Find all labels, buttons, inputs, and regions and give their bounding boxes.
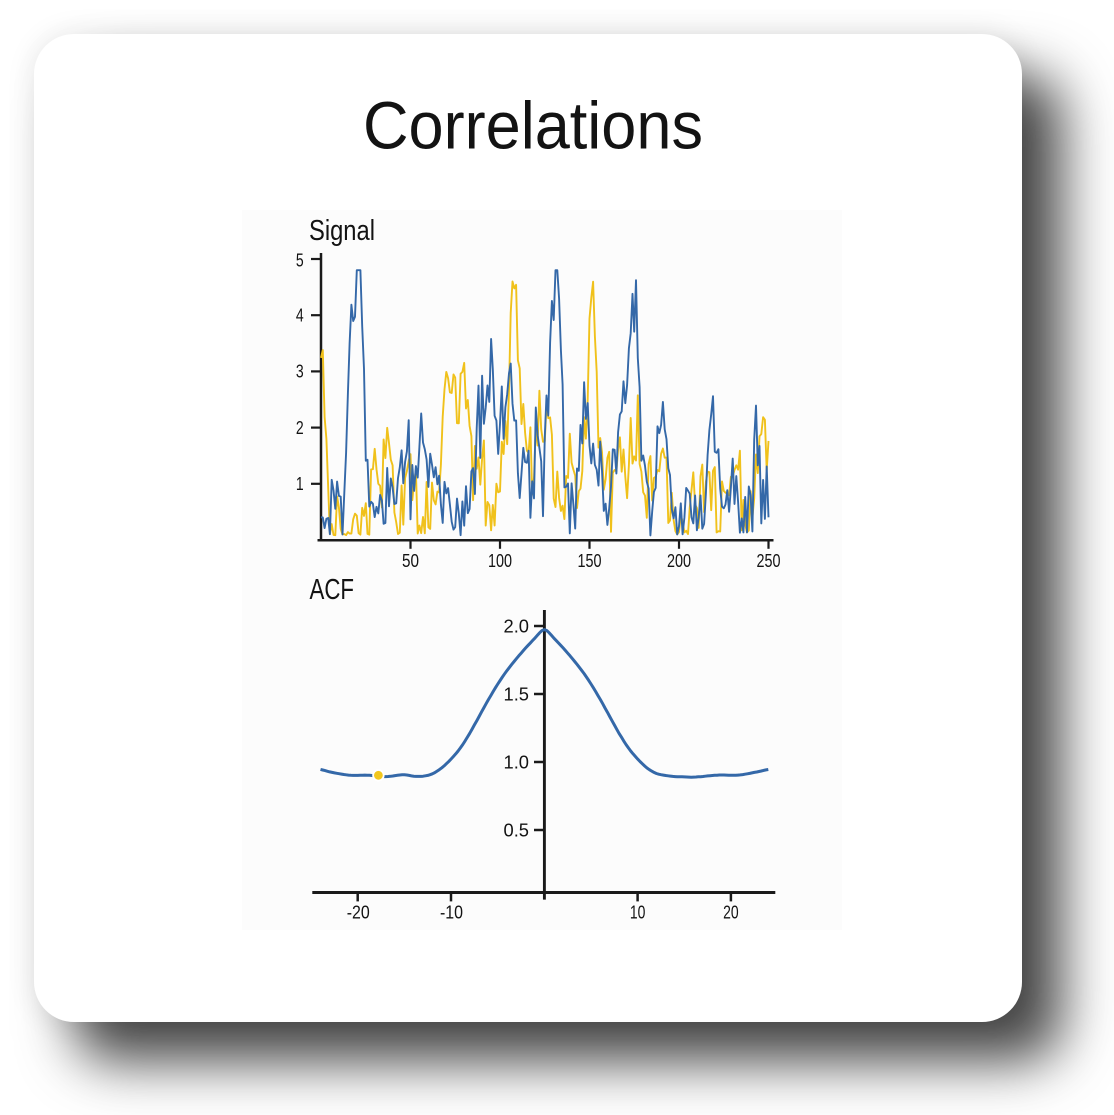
svg-text:250: 250 xyxy=(757,551,781,571)
svg-text:1.5: 1.5 xyxy=(504,684,530,704)
svg-text:ACF: ACF xyxy=(310,574,355,606)
svg-text:2.0: 2.0 xyxy=(504,616,530,636)
svg-text:50: 50 xyxy=(402,551,419,571)
svg-text:1.0: 1.0 xyxy=(504,752,530,772)
svg-text:4: 4 xyxy=(296,306,304,326)
svg-text:20: 20 xyxy=(723,902,739,922)
svg-text:5: 5 xyxy=(296,250,304,270)
svg-text:-10: -10 xyxy=(440,902,463,922)
svg-text:Correlations: Correlations xyxy=(363,89,703,164)
svg-text:Signal: Signal xyxy=(309,215,375,247)
svg-text:10: 10 xyxy=(630,902,646,922)
svg-text:200: 200 xyxy=(667,551,691,571)
svg-text:-20: -20 xyxy=(347,902,370,922)
svg-text:3: 3 xyxy=(296,362,304,382)
svg-text:2: 2 xyxy=(296,418,304,438)
svg-text:150: 150 xyxy=(578,551,602,571)
svg-text:100: 100 xyxy=(488,551,512,571)
svg-text:0.5: 0.5 xyxy=(504,820,530,840)
svg-text:1: 1 xyxy=(296,474,304,494)
